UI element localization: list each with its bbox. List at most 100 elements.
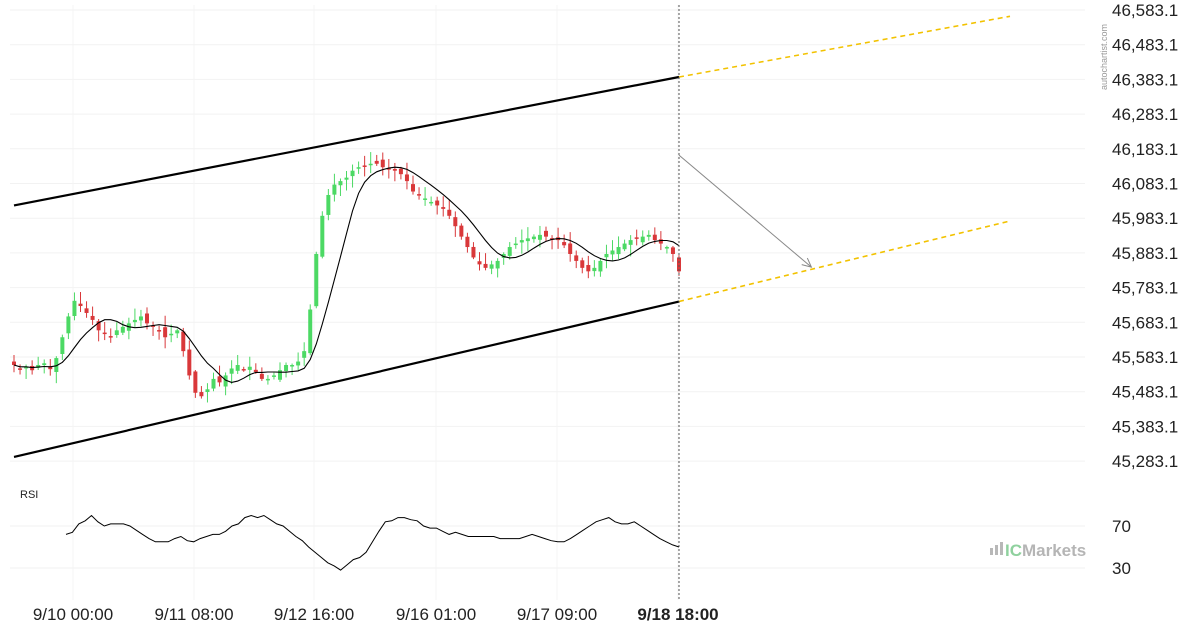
candle-body — [350, 170, 355, 177]
candle-body — [634, 237, 639, 239]
candle-body — [271, 375, 276, 377]
svg-text:ICMarkets: ICMarkets — [1005, 541, 1086, 560]
candle-body — [640, 236, 645, 243]
candle-body — [489, 264, 494, 269]
moving-average-path — [13, 166, 680, 383]
brand-ic: IC — [1005, 541, 1022, 560]
price-grid — [10, 5, 1085, 600]
time-tick-label: 9/18 18:00 — [637, 605, 718, 624]
time-axis: 9/10 00:00 9/11 08:00 9/12 16:00 9/16 01:00… — [33, 605, 719, 624]
rsi-path — [65, 514, 680, 571]
candle-body — [90, 315, 95, 320]
moving-average-line — [13, 166, 680, 383]
candle-body — [652, 234, 657, 241]
candle-body — [253, 369, 258, 372]
candle-body — [102, 332, 107, 335]
price-tick-label: 45,683.1 — [1112, 313, 1178, 332]
price-tick-label: 46,383.1 — [1112, 70, 1178, 89]
candle-body — [36, 365, 41, 368]
channel-lines — [13, 15, 1011, 459]
candle-body — [175, 330, 180, 334]
candle-body — [417, 194, 422, 196]
time-tick-label: 9/11 08:00 — [154, 605, 233, 624]
channel-lower-projection — [678, 220, 1011, 303]
candle-body — [66, 316, 71, 334]
candle-body — [314, 253, 319, 307]
candle-body — [308, 309, 313, 354]
candle-body — [574, 255, 579, 261]
candle-body — [477, 261, 482, 265]
candle-body — [670, 247, 675, 254]
price-tick-label: 45,483.1 — [1112, 383, 1178, 402]
candle-body — [54, 358, 59, 372]
candle-body — [453, 217, 458, 227]
candle-body — [677, 257, 681, 272]
candle-body — [151, 325, 156, 327]
candle-body — [441, 207, 446, 209]
candle-body — [507, 247, 512, 256]
candle-body — [18, 368, 23, 370]
channel-upper-line — [13, 75, 680, 207]
candle-body — [42, 363, 47, 366]
forecast-arrow-head — [801, 257, 813, 268]
candle-body — [592, 267, 597, 272]
candle-body — [459, 225, 464, 237]
price-tick-label: 46,283.1 — [1112, 105, 1178, 124]
candle-body — [616, 247, 621, 255]
candle-body — [163, 327, 168, 338]
candle-body — [320, 215, 325, 257]
candle-body — [187, 349, 192, 376]
candle-body — [223, 375, 228, 387]
candle-body — [411, 184, 415, 192]
candle-body — [544, 230, 548, 237]
rsi-tick-label: 70 — [1112, 517, 1131, 536]
price-tick-label: 45,283.1 — [1112, 452, 1178, 471]
channel-lower-line — [13, 300, 680, 459]
price-tick-label: 45,383.1 — [1112, 417, 1178, 436]
candle-body — [598, 260, 603, 272]
candle-body — [284, 365, 289, 372]
candle-body — [501, 253, 506, 258]
candle-body — [483, 263, 488, 268]
candle-body — [72, 300, 77, 316]
forecast-arrow — [678, 154, 813, 268]
brand-markets: Markets — [1022, 541, 1086, 560]
price-tick-label: 45,783.1 — [1112, 279, 1178, 298]
candle-body — [96, 321, 101, 331]
candle-body — [435, 200, 440, 206]
time-tick-label: 9/16 01:00 — [396, 605, 476, 624]
candle-body — [205, 389, 210, 392]
candle-body — [368, 163, 373, 166]
price-tick-label: 45,983.1 — [1112, 209, 1178, 228]
rsi-axis: 70 30 — [1112, 517, 1131, 578]
candle-body — [145, 313, 149, 324]
candle-body — [664, 247, 669, 249]
channel-upper-projection — [678, 15, 1011, 78]
candle-body — [235, 365, 240, 371]
time-tick-label: 9/10 00:00 — [33, 605, 113, 624]
candle-body — [380, 159, 385, 168]
candle-body — [344, 177, 349, 180]
attribution-watermark: autochartist.com — [1099, 24, 1109, 90]
candle-body — [78, 303, 83, 307]
candle-body — [398, 168, 403, 175]
candle-body — [568, 243, 573, 254]
candle-body — [404, 174, 409, 182]
candle-body — [12, 361, 16, 366]
price-tick-label: 46,583.1 — [1112, 1, 1178, 20]
candle-body — [610, 250, 615, 255]
time-tick-label: 9/17 09:00 — [517, 605, 597, 624]
candle-body — [519, 240, 524, 243]
candle-body — [537, 234, 542, 240]
candle-body — [586, 265, 591, 272]
candle-body — [211, 378, 216, 389]
candle-body — [495, 260, 500, 269]
rsi-panel-label: RSI — [20, 489, 38, 501]
candle-body — [513, 243, 518, 246]
forecast-arrow-shaft — [678, 154, 812, 268]
candle-body — [580, 260, 585, 268]
candle-body — [622, 243, 627, 250]
candle-body — [229, 368, 234, 374]
candle-body — [338, 181, 343, 186]
